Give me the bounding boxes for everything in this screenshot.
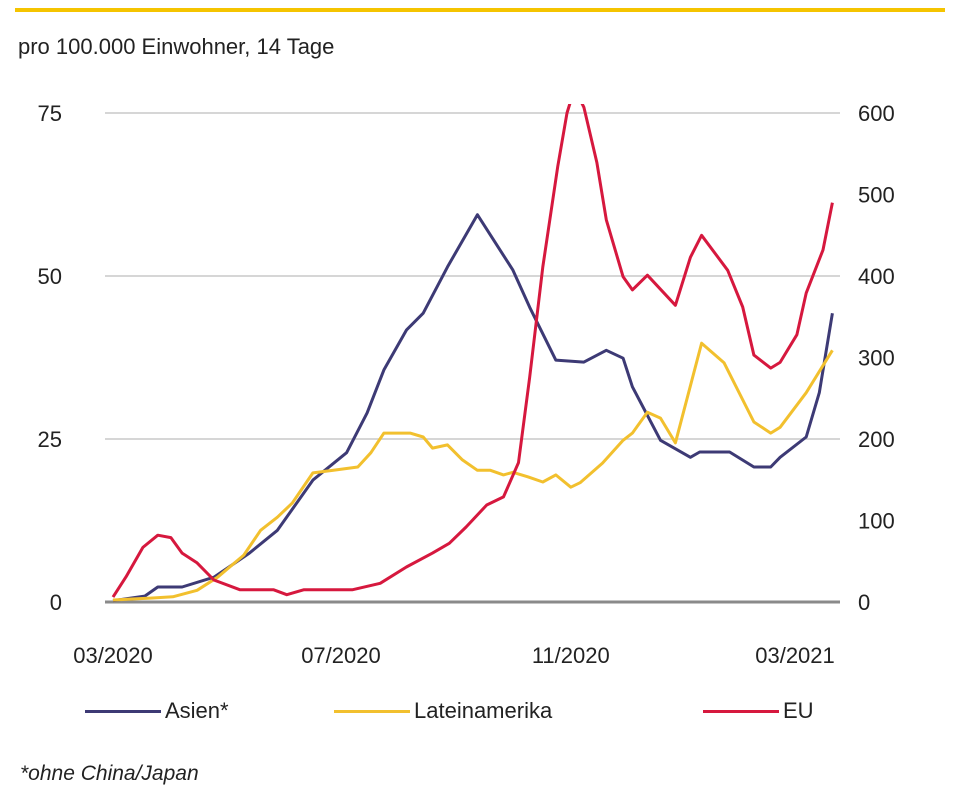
top-accent-bar [15,8,945,12]
y-right-tick-label: 400 [858,264,895,289]
legend-item-asien: Asien* [85,696,229,726]
legend-label-lateinamerika: Lateinamerika [414,698,553,723]
gridlines [105,112,840,604]
series-line-lateinamerika [112,341,834,602]
legend-swatch-asien [85,709,161,713]
legend-item-eu: EU [703,696,814,726]
legend-swatch-eu [703,709,779,713]
x-tick-label: 03/2021 [755,643,835,668]
y-left-tick-label: 75 [38,101,62,126]
legend-item-lateinamerika: Lateinamerika [334,696,552,726]
y-right-tick-label: 200 [858,427,895,452]
footnote: *ohne China/Japan [20,762,199,785]
series-line-asien [112,213,834,603]
y-left-tick-label: 25 [38,427,62,452]
x-tick-label: 11/2020 [532,643,610,668]
legend-swatch-lateinamerika [334,709,410,713]
x-tick-label: 07/2020 [301,643,381,668]
x-tick-label: 03/2020 [73,643,153,668]
y-left-tick-label: 50 [38,264,62,289]
tick-labels: 0 25 50 75 0 100 200 300 400 500 600 03/2020 07/2020… [38,101,895,668]
series-lines [111,104,834,603]
y-right-tick-label: 600 [858,101,895,126]
y-right-tick-label: 500 [858,183,895,208]
y-right-tick-label: 0 [858,590,870,615]
legend-label-eu: EU [783,698,814,723]
chart-subtitle: pro 100.000 Einwohner, 14 Tage [18,34,335,59]
legend-label-asien: Asien* [165,698,229,723]
series-line-eu [111,104,834,598]
y-right-tick-label: 300 [858,346,895,371]
y-right-tick-label: 100 [858,509,895,534]
y-left-tick-label: 0 [50,590,62,615]
